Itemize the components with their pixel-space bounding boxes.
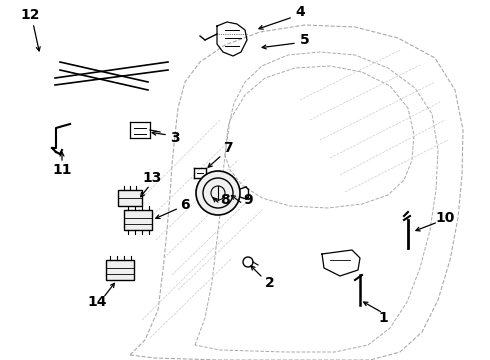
Text: 6: 6	[180, 198, 190, 212]
Text: 1: 1	[378, 311, 388, 325]
Bar	[124, 210, 152, 230]
Text: 8: 8	[220, 193, 230, 207]
Bar	[106, 260, 134, 280]
Text: 3: 3	[170, 131, 180, 145]
Text: 5: 5	[300, 33, 310, 47]
Text: 10: 10	[435, 211, 455, 225]
Circle shape	[196, 171, 240, 215]
Text: 13: 13	[142, 171, 162, 185]
Text: 14: 14	[87, 295, 107, 309]
Text: 4: 4	[295, 5, 305, 19]
Text: 7: 7	[223, 141, 233, 155]
Bar	[118, 190, 142, 206]
Text: 2: 2	[265, 276, 275, 290]
Text: 9: 9	[243, 193, 253, 207]
Text: 11: 11	[52, 163, 72, 177]
Text: 12: 12	[20, 8, 40, 22]
